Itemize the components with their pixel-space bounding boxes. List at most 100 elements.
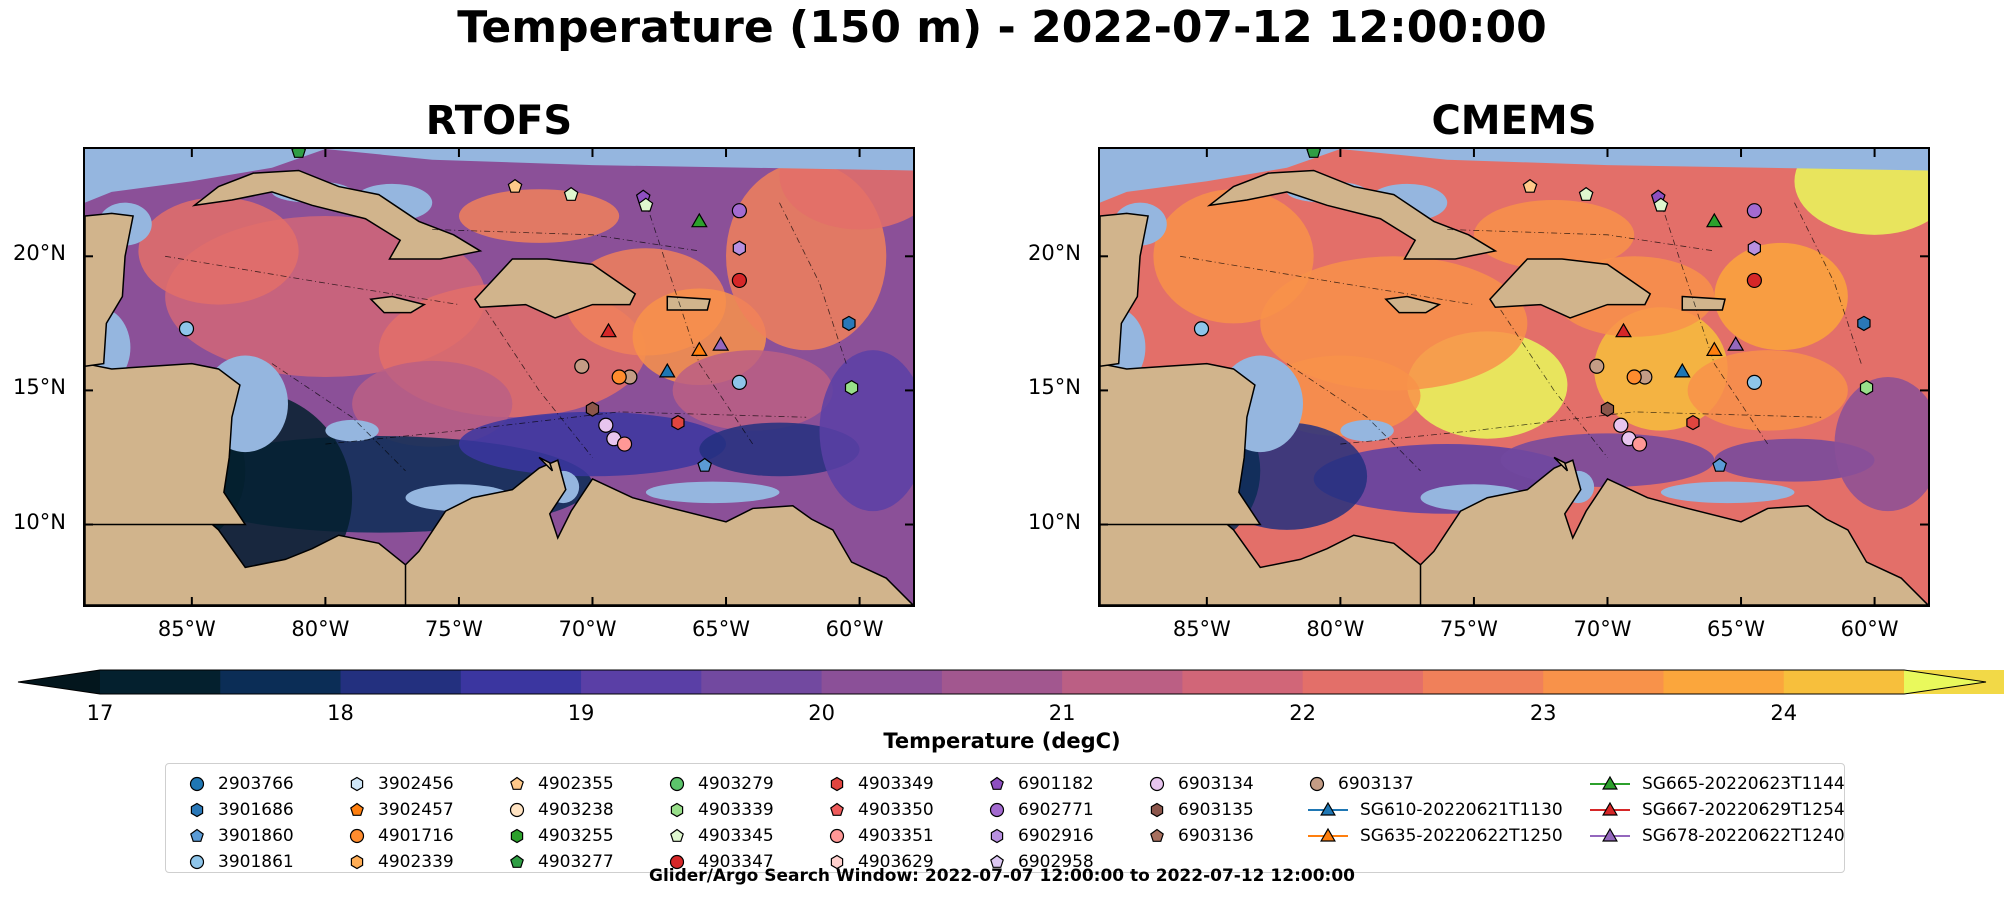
colorbar-bin bbox=[701, 670, 823, 694]
legend-item: 4903255 bbox=[506, 826, 614, 846]
legend-marker-pentagon bbox=[510, 854, 524, 868]
land-southamerica bbox=[1419, 459, 1928, 605]
legend-item: 3902456 bbox=[346, 774, 454, 794]
legend-item: SG665-20220623T1144 bbox=[1588, 774, 1845, 794]
colorbar-tick-label: 24 bbox=[1770, 701, 1798, 725]
legend-label: 6903137 bbox=[1338, 774, 1414, 794]
marker-3901861 bbox=[178, 321, 195, 337]
colorbar-tick-label: 23 bbox=[1529, 701, 1557, 725]
marker-4903345 bbox=[638, 197, 654, 212]
legend-label: 4902339 bbox=[378, 852, 454, 872]
xtick-label: 65°W bbox=[1707, 617, 1766, 641]
legend-item: 6901182 bbox=[986, 774, 1094, 794]
land-cuba bbox=[1206, 169, 1498, 260]
legend-label: SG678-20220622T1240 bbox=[1642, 826, 1845, 846]
legend-marker-hexagon bbox=[190, 802, 204, 818]
marker-4903347 bbox=[1746, 272, 1762, 289]
legend-marker-triangle-line bbox=[1590, 827, 1630, 842]
colorbar bbox=[17, 669, 2004, 695]
legend-marker-pentagon bbox=[510, 776, 524, 790]
marker-6902916 bbox=[1747, 240, 1762, 256]
colorbar-tick-label: 17 bbox=[86, 701, 114, 725]
land-honduras bbox=[1100, 362, 1262, 526]
legend-item: 4903351 bbox=[826, 826, 934, 846]
marker-4903349 bbox=[671, 414, 685, 431]
ytick-label: 10°N bbox=[1028, 509, 1081, 534]
legend-marker-pentagon bbox=[190, 828, 204, 842]
xtick-label: 75°W bbox=[1439, 617, 1498, 641]
xtick-label: 70°W bbox=[558, 617, 617, 641]
land-jamaica bbox=[1384, 295, 1442, 314]
land-southamerica bbox=[404, 459, 913, 605]
map-panel-cmems bbox=[1098, 147, 1930, 607]
marker-4903349 bbox=[1686, 414, 1700, 431]
marker-4903277 bbox=[1306, 149, 1322, 158]
marker-4903347 bbox=[731, 272, 747, 289]
legend-marker-circle bbox=[829, 828, 845, 844]
legend-marker-circle bbox=[1149, 776, 1165, 792]
colorbar-bin bbox=[941, 670, 1063, 694]
marker-6902916 bbox=[732, 240, 747, 256]
legend-label: 4903277 bbox=[538, 852, 614, 872]
marker-6902771 bbox=[1746, 203, 1762, 219]
marker-SG667-20220629T1254 bbox=[600, 322, 617, 338]
legend-marker-triangle-line bbox=[1308, 801, 1348, 816]
land-yucatan bbox=[1100, 212, 1149, 368]
legend-label: 6902771 bbox=[1018, 800, 1094, 820]
legend-marker-hexagon bbox=[1150, 802, 1164, 818]
legend-item: 6903135 bbox=[1146, 800, 1254, 820]
marker-3901861 bbox=[731, 374, 747, 390]
legend-label: 4901716 bbox=[378, 826, 454, 846]
legend-item: 4903339 bbox=[666, 800, 774, 820]
marker-3901861 bbox=[1746, 374, 1762, 390]
legend-marker-hexagon bbox=[350, 776, 364, 792]
legend-marker-circle bbox=[189, 854, 205, 870]
legend-item: 4903279 bbox=[666, 774, 774, 794]
legend-label: 3902457 bbox=[378, 800, 454, 820]
marker-legend: 2903766 3901686 3901860 3901861 3902456 39024… bbox=[165, 763, 1845, 873]
marker-SG667-20220629T1254 bbox=[1615, 322, 1632, 338]
marker-3901861 bbox=[1193, 321, 1210, 337]
legend-item: 2903766 bbox=[186, 774, 294, 794]
legend-item: SG635-20220622T1250 bbox=[1306, 826, 1563, 846]
legend-label: 6903136 bbox=[1178, 826, 1254, 846]
colorbar-label: Temperature (degC) bbox=[883, 729, 1121, 753]
xtick-label: 80°W bbox=[1306, 617, 1365, 641]
land-jamaica bbox=[369, 295, 427, 314]
legend-item: 3901860 bbox=[186, 826, 294, 846]
ytick-label: 15°N bbox=[1028, 375, 1081, 400]
legend-item: 4902355 bbox=[506, 774, 614, 794]
legend-label: 6901182 bbox=[1018, 774, 1094, 794]
ytick-label: 10°N bbox=[13, 509, 66, 534]
legend-marker-circle bbox=[1309, 776, 1325, 792]
legend-label: 3901686 bbox=[218, 800, 294, 820]
legend-marker-circle bbox=[669, 854, 685, 870]
marker-3901860 bbox=[697, 457, 713, 472]
colorbar-bin bbox=[1783, 670, 1905, 694]
legend-label: 4903350 bbox=[858, 800, 934, 820]
legend-item: SG667-20220629T1254 bbox=[1588, 800, 1845, 820]
marker-4902355 bbox=[507, 178, 523, 193]
marker-SG610-20220621T1130 bbox=[658, 362, 676, 378]
xtick-label: 75°W bbox=[424, 617, 483, 641]
marker-3901860 bbox=[1712, 457, 1728, 472]
legend-marker-triangle-line bbox=[1590, 801, 1630, 816]
legend-item: 6902916 bbox=[986, 826, 1094, 846]
legend-item: 6903134 bbox=[1146, 774, 1254, 794]
marker-6903137 bbox=[1589, 358, 1605, 374]
colorbar-bin bbox=[1663, 670, 1785, 694]
ytick-label: 20°N bbox=[1028, 241, 1081, 266]
legend-label: 4903347 bbox=[698, 852, 774, 872]
legend-item: 3902457 bbox=[346, 800, 454, 820]
colorbar-tick-label: 20 bbox=[808, 701, 835, 725]
marker-SG665-20220623T1144 bbox=[690, 212, 708, 228]
legend-label: 3901861 bbox=[218, 852, 294, 872]
xtick-label: 85°W bbox=[1172, 617, 1231, 641]
colorbar-bin bbox=[821, 670, 943, 694]
marker-SG678-20220622T1240 bbox=[712, 336, 730, 351]
legend-label: 4903629 bbox=[858, 852, 934, 872]
colorbar-tick-label: 21 bbox=[1048, 701, 1076, 725]
land-cuba bbox=[191, 169, 483, 260]
legend-marker-circle bbox=[349, 828, 365, 844]
marker-6902771 bbox=[731, 203, 747, 219]
